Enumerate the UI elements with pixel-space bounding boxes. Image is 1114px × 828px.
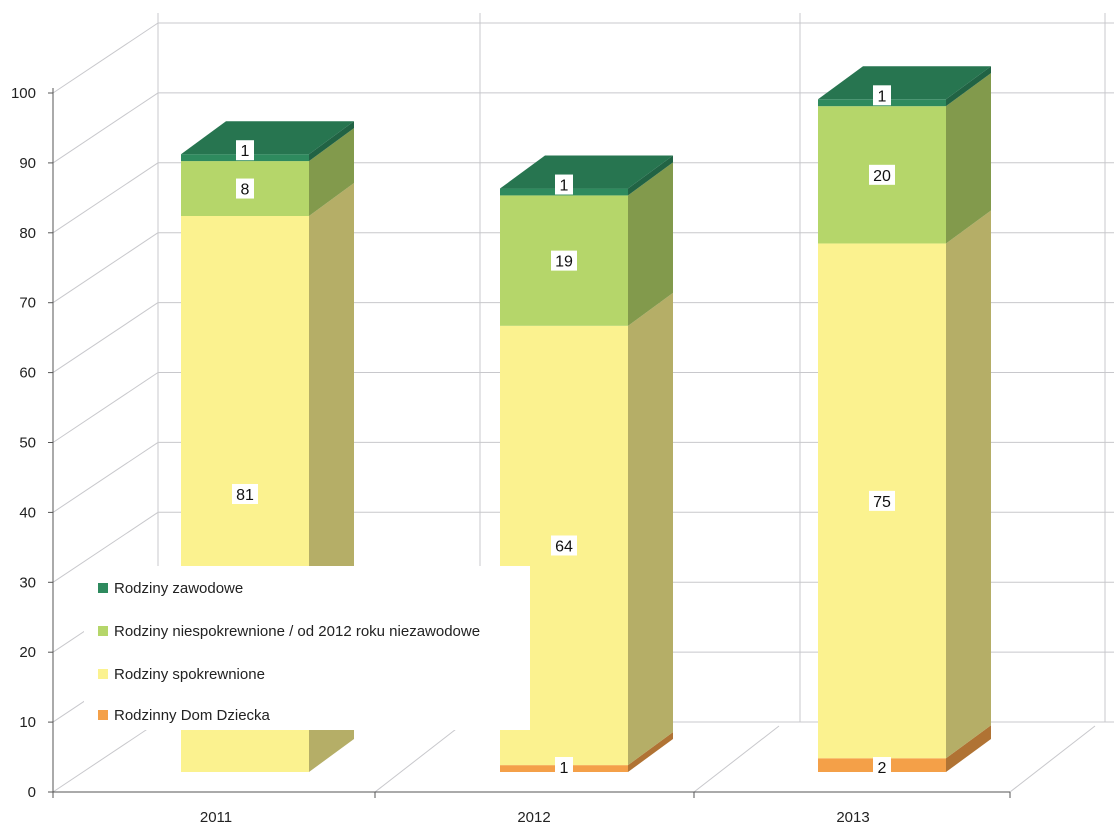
bar-side-rodziny-zawodowe	[628, 155, 673, 196]
legend-label: Rodziny niespokrewnione / od 2012 roku n…	[114, 622, 481, 640]
data-label: 75	[873, 494, 891, 511]
bar-group-2013: 2 75 20 1	[818, 66, 991, 777]
y-tick-label: 60	[19, 365, 36, 382]
bar-side-rodzinny-dom-dziecka	[946, 725, 991, 772]
gridline-diagonal	[52, 232, 159, 304]
x-tick-label: 2012	[517, 809, 550, 826]
chart-legend: Rodziny zawodowe Rodziny niespokrewnione…	[84, 566, 530, 730]
bar-group-2012: 1 64 19 1	[500, 155, 673, 777]
legend-item-rodziny-niespokrewnione: Rodziny niespokrewnione / od 2012 roku n…	[98, 621, 480, 641]
legend-label: Rodzinny Dom Dziecka	[114, 706, 270, 724]
legend-label: Rodziny zawodowe	[114, 579, 244, 597]
gridline-diagonal	[52, 22, 159, 94]
bar-top-face	[818, 66, 991, 100]
gridline-diagonal	[52, 721, 159, 793]
data-label-box	[869, 164, 895, 185]
y-tick-label: 80	[19, 225, 36, 242]
gridline-diagonal	[52, 302, 159, 374]
data-label: 1	[241, 143, 250, 160]
y-tick-label: 10	[19, 714, 36, 731]
bar-side-rodziny-niespokrewnione-od-2012-roku-niezawodowe	[309, 128, 354, 217]
data-label-box	[551, 535, 577, 556]
data-label: 81	[236, 487, 254, 504]
y-tick-label: 40	[19, 504, 36, 521]
data-label: 1	[560, 760, 569, 777]
y-tick-label: 90	[19, 155, 36, 172]
bar-side-rodziny-spokrewnione	[628, 292, 673, 766]
data-label: 1	[878, 88, 887, 105]
data-label: 2	[878, 760, 887, 777]
gridline-diagonal	[52, 511, 159, 583]
legend-item-rodzinny-dom-dziecka: Rodzinny Dom Dziecka	[98, 705, 270, 725]
floor-diagonal	[1009, 725, 1096, 793]
y-tick-label: 20	[19, 644, 36, 661]
y-tick-label: 100	[11, 85, 36, 102]
data-label-box	[869, 490, 895, 511]
bar-top-face	[500, 155, 673, 189]
bar-side-rodziny-niespokrewnione-od-2012-roku-niezawodowe	[946, 73, 991, 244]
bar-side-rodziny-zawodowe	[946, 66, 991, 107]
x-tick-label: 2011	[200, 809, 232, 826]
bar-top-face	[181, 121, 354, 155]
floor-diagonal	[693, 725, 780, 793]
gridline-diagonal	[52, 92, 159, 164]
data-label: 20	[873, 168, 891, 185]
gridline-diagonal	[52, 162, 159, 234]
floor-diagonal	[374, 725, 461, 793]
data-label: 1	[560, 178, 569, 195]
bar-side-rodziny-zawodowe	[309, 121, 354, 162]
legend-item-rodziny-zawodowe: Rodziny zawodowe	[98, 578, 243, 598]
bar-side-rodziny-niespokrewnione-od-2012-roku-niezawodowe	[628, 162, 673, 326]
y-tick-label: 70	[19, 295, 36, 312]
bar-side-rodzinny-dom-dziecka	[628, 732, 673, 772]
data-label-box	[873, 85, 891, 106]
data-label-box	[873, 757, 891, 777]
bar-side-rodziny-spokrewnione	[946, 210, 991, 759]
x-tick-label: 2013	[836, 809, 869, 826]
y-tick-label: 50	[19, 435, 36, 452]
data-label-box	[555, 174, 573, 195]
data-label-box	[551, 250, 577, 271]
data-label-box	[555, 757, 573, 777]
data-label-box	[232, 484, 258, 505]
data-label-box	[236, 140, 254, 161]
legend-item-rodziny-spokrewnione: Rodziny spokrewnione	[98, 664, 265, 684]
data-label-box	[236, 178, 254, 199]
data-label: 8	[241, 182, 250, 199]
y-tick-label: 0	[28, 784, 36, 801]
gridline-diagonal	[52, 372, 159, 443]
legend-label: Rodziny spokrewnione	[114, 665, 265, 683]
data-label: 19	[555, 254, 573, 271]
gridline-diagonal	[52, 441, 159, 513]
legend-swatch-rodziny-spokrewnione	[98, 669, 108, 679]
legend-swatch-rodziny-zawodowe	[98, 583, 108, 593]
y-tick-label: 30	[19, 574, 36, 591]
legend-swatch-rodzinny-dom-dziecka	[98, 710, 108, 720]
data-label: 64	[555, 538, 573, 555]
legend-swatch-rodziny-niespokrewnione	[98, 626, 108, 636]
